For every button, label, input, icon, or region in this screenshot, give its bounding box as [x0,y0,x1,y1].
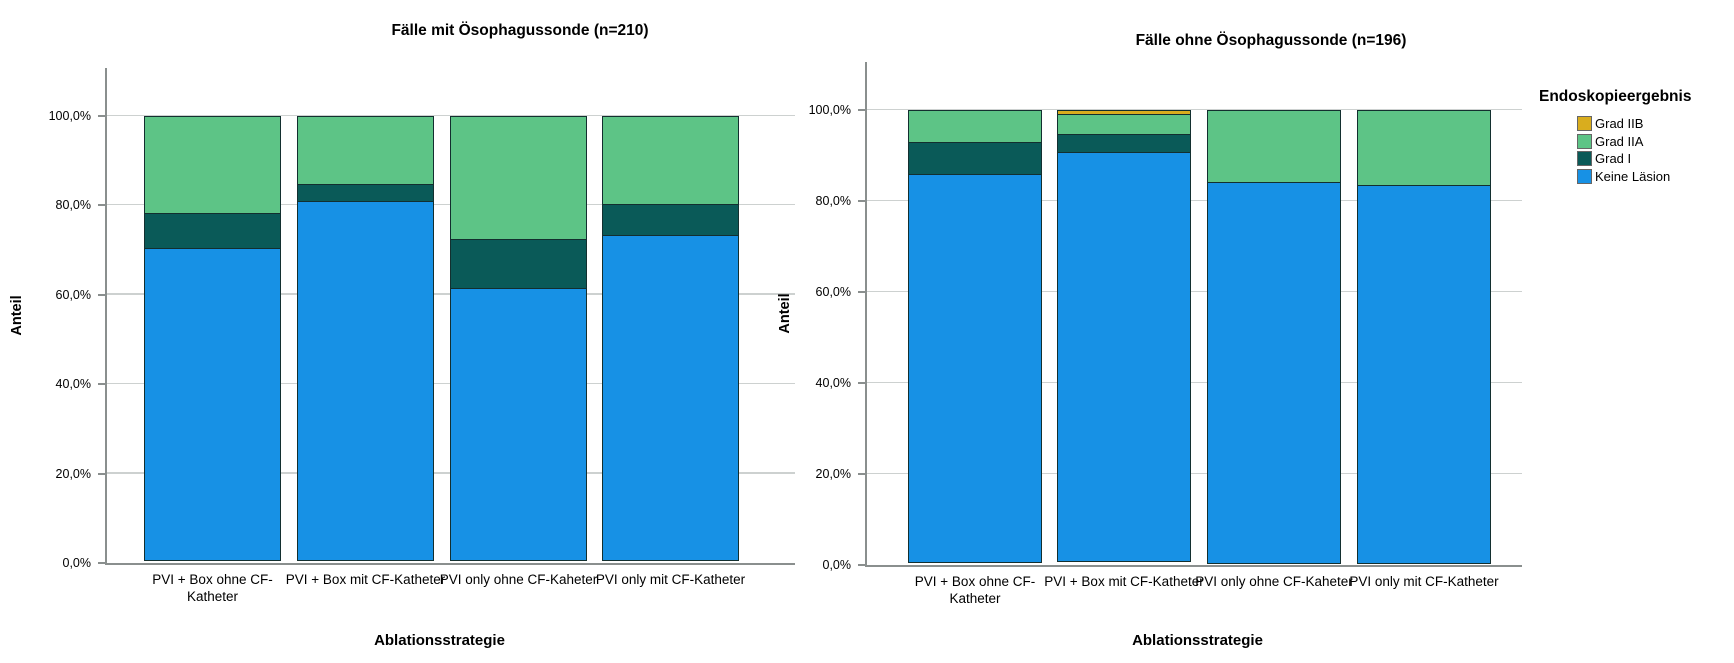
category-label: PVI + Box ohne CF-Katheter [152,572,273,604]
bar-segment-grad-i [602,204,739,236]
bar-segment-grad-i [1057,134,1191,154]
category-label: PVI only mit CF-Katheter [595,572,746,587]
legend-item: Grad IIB [1577,115,1691,133]
bar-segment-grad-i [450,238,587,290]
bar-segment-keine-läsion [144,248,281,561]
y-axis-tick [858,473,865,475]
bar-segment-grad-i [144,213,281,250]
y-axis-tick [858,382,865,384]
category-label: PVI only ohne CF-Kaheter [439,572,598,587]
y-axis-tick [98,562,105,564]
bar-segment-keine-läsion [1057,152,1191,562]
stacked-bar [908,110,1042,565]
legend-item: Grad I [1577,150,1691,168]
bar-segment-grad-iia [144,116,281,215]
stacked-bar [297,116,434,563]
legend-swatch [1577,133,1592,149]
x-axis-title: Ablationsstrategie [1132,632,1263,649]
category-label: PVI only ohne CF-Kaheter [1195,574,1353,589]
plot-scale: 0,0% 20,0% 40,0% 60,0% 80,0% 100,0% PVI + Box … [49,110,795,604]
bar-segment-grad-iia [297,116,434,185]
bar-segment-keine-läsion [908,174,1042,563]
y-axis-tick [858,200,865,202]
gridline [867,108,1522,110]
gridline [867,290,1522,292]
legend-swatch [1577,168,1592,184]
gridline [867,472,1522,474]
y-axis-tick [98,472,105,475]
y-tick-label: 0,0% [822,558,852,572]
bar-segment-grad-iia [602,116,739,206]
stacked-bar [1057,110,1191,565]
legend-title: Endoskopieergebnis [1539,88,1692,105]
stacked-bar [1207,110,1341,565]
legend-item: Keine Läsion [1577,168,1691,186]
stacked-bar [602,116,739,563]
gridline [867,199,1522,201]
y-axis-tick [858,564,865,566]
y-tick-label: 80,0% [55,198,91,213]
stacked-bar [1357,110,1491,565]
bar-segment-grad-iia [450,116,587,240]
y-tick-label: 100,0% [808,103,851,117]
y-axis-tick [98,115,105,117]
legend-item-label: Keine Läsion [1595,168,1671,184]
y-tick-label: 100,0% [48,109,91,123]
y-axis-tick [858,291,865,293]
bar-segment-grad-i [908,142,1042,176]
y-tick-label: 0,0% [62,556,92,570]
y-axis-tick [98,204,105,207]
stacked-bar [450,116,587,563]
y-tick-label: 40,0% [815,376,851,390]
legend: Endoskopieergebnis Grad IIB Grad IIA Grad … [1539,88,1691,185]
gridline [107,114,795,116]
y-axis-tick [98,293,105,296]
bar-segment-keine-läsion [1207,181,1341,564]
y-tick-label: 40,0% [55,377,91,392]
bar-segment-keine-läsion [602,234,739,561]
y-axis-tick [98,383,105,386]
gridline [867,381,1522,383]
y-tick-label: 20,0% [55,466,91,481]
legend-item-label: Grad IIB [1595,116,1644,132]
category-label: PVI + Box mit CF-Katheter [1044,574,1204,589]
plot-scale: 0,0% 20,0% 40,0% 60,0% 80,0% 100,0% PVI + Box … [809,104,1522,606]
bar-segment-grad-iia [908,110,1042,144]
plot-area: 0,0% 20,0% 40,0% 60,0% 80,0% 100,0% PVI + Box … [49,68,795,604]
y-axis-title: Anteil [777,293,793,334]
bar-segment-grad-iia [1057,113,1191,136]
stacked-bar [144,116,281,563]
y-tick-label: 80,0% [815,194,851,208]
y-axis-title: Anteil [9,295,25,336]
bar-segment-grad-iia [1207,110,1341,183]
x-axis-title: Ablationsstrategie [374,632,505,649]
chart-title: Fälle mit Ösophagussonde (n=210) [391,22,649,39]
category-label: PVI only mit CF-Katheter [1349,574,1499,589]
y-tick-label: 20,0% [815,467,851,481]
legend-item-label: Grad IIA [1595,133,1644,149]
legend-items: Grad IIB Grad IIA Grad I Keine Läsion [1539,115,1691,185]
bar-segment-grad-i [297,183,434,203]
y-tick-label: 60,0% [55,287,91,302]
legend-swatch [1577,151,1592,167]
legend-swatch [1577,116,1592,132]
y-axis-tick [858,109,865,111]
category-label: PVI + Box ohne CF-Katheter [914,574,1036,606]
chart-title: Fälle ohne Ösophagussonde (n=196) [1135,32,1407,49]
category-label: PVI + Box mit CF-Katheter [285,572,446,587]
y-tick-label: 60,0% [815,285,851,299]
bar-segment-grad-iia [1357,110,1491,187]
bar-segment-keine-läsion [297,201,434,561]
plot-area: 0,0% 20,0% 40,0% 60,0% 80,0% 100,0% PVI + Box … [809,62,1522,606]
legend-item-label: Grad I [1595,151,1632,167]
bar-segment-keine-läsion [1357,185,1491,564]
bar-segment-keine-läsion [450,288,587,561]
legend-item: Grad IIA [1577,133,1691,151]
